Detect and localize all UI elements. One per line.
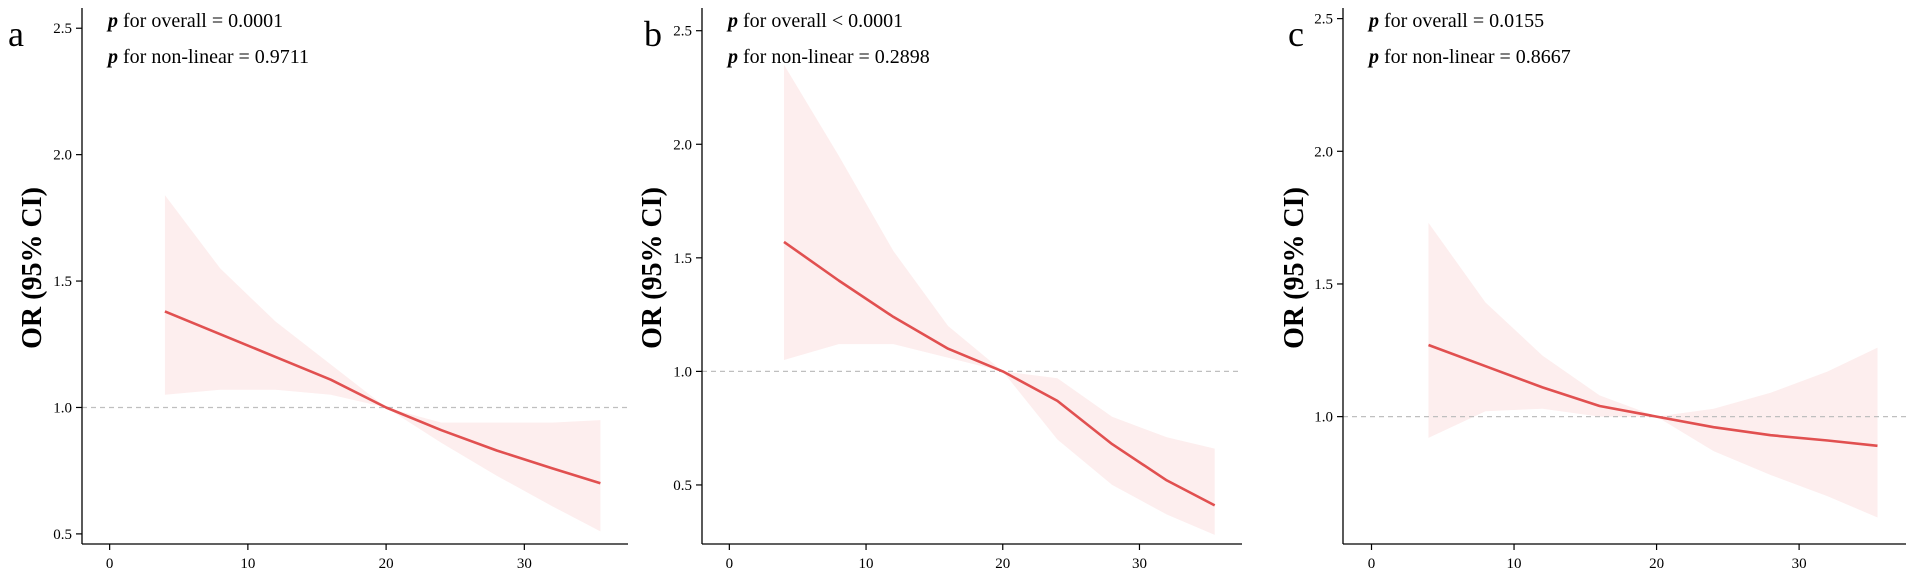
or-curve (164, 310, 601, 485)
y-tick-label: 2.0 (1314, 144, 1333, 160)
x-tick-label: 30 (1132, 556, 1147, 572)
x-tick-label: 20 (379, 556, 394, 572)
y-axis-title: OR (95% CI) (637, 187, 668, 349)
or-curve (783, 240, 1216, 507)
y-tick-label: 1.0 (1314, 410, 1333, 426)
x-tick-label: 0 (106, 556, 114, 572)
panel-label: c (1288, 14, 1304, 54)
p-nonlinear-annotation: p for non-linear = 0.8667 (1367, 46, 1571, 68)
p-overall-text: for overall < 0.0001 (738, 10, 903, 32)
or-curve (1428, 343, 1878, 448)
x-tick-label: 10 (1507, 556, 1522, 572)
p-symbol: p (106, 46, 118, 68)
ci-band (1428, 222, 1878, 518)
p-overall-text: for overall = 0.0001 (118, 10, 283, 32)
y-axis-title: OR (95% CI) (17, 187, 48, 349)
p-overall-text: for overall = 0.0155 (1379, 10, 1544, 32)
panel-a: 0.5 1.0 1.5 2.0 2.5 0 10 20 30 OR (95% CI) a p for … (8, 8, 628, 572)
p-symbol: p (726, 10, 738, 32)
p-symbol: p (106, 10, 118, 32)
y-tick-label: 2.5 (1314, 12, 1333, 28)
panel-label: b (644, 14, 662, 54)
panel-label: a (8, 14, 24, 54)
p-symbol: p (726, 46, 738, 68)
panel-c: 1.0 1.5 2.0 2.5 0 10 20 30 OR (95% CI) c p for ove… (1279, 8, 1906, 572)
ci-band (784, 64, 1215, 535)
x-tick-label: 0 (1368, 556, 1376, 572)
p-nonlinear-text: for non-linear = 0.9711 (118, 46, 309, 68)
y-tick-label: 1.5 (673, 251, 692, 267)
p-overall-annotation: p for overall < 0.0001 (726, 10, 903, 32)
y-tick-label: 1.0 (673, 364, 692, 380)
y-axis-title: OR (95% CI) (1279, 187, 1310, 349)
y-tick-label: 2.0 (673, 137, 692, 153)
y-tick-label: 1.5 (53, 274, 72, 290)
p-nonlinear-annotation: p for non-linear = 0.2898 (726, 46, 930, 68)
y-tick-label: 0.5 (673, 478, 692, 494)
x-tick-label: 20 (1649, 556, 1664, 572)
x-tick-label: 20 (995, 556, 1010, 572)
y-tick-label: 2.5 (53, 21, 72, 37)
p-overall-annotation: p for overall = 0.0155 (1367, 10, 1544, 32)
y-tick-label: 2.0 (53, 148, 72, 164)
y-tick-label: 1.0 (53, 400, 72, 416)
x-tick-label: 30 (1792, 556, 1807, 572)
p-overall-annotation: p for overall = 0.0001 (106, 10, 283, 32)
p-nonlinear-text: for non-linear = 0.2898 (738, 46, 930, 68)
panel-b: 0.5 1.0 1.5 2.0 2.5 0 10 20 30 OR (95% CI) b p for … (637, 8, 1242, 572)
x-tick-label: 0 (726, 556, 734, 572)
p-nonlinear-annotation: p for non-linear = 0.9711 (106, 46, 309, 68)
p-symbol: p (1367, 46, 1379, 68)
p-symbol: p (1367, 10, 1379, 32)
y-tick-label: 2.5 (673, 24, 692, 40)
x-tick-label: 10 (240, 556, 255, 572)
ci-band (164, 195, 601, 532)
x-tick-label: 10 (859, 556, 874, 572)
p-nonlinear-text: for non-linear = 0.8667 (1379, 46, 1571, 68)
y-tick-label: 0.5 (53, 527, 72, 543)
x-tick-label: 30 (517, 556, 532, 572)
y-tick-label: 1.5 (1314, 277, 1333, 293)
